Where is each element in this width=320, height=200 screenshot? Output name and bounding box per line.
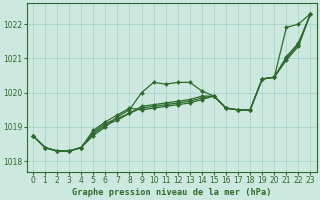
- X-axis label: Graphe pression niveau de la mer (hPa): Graphe pression niveau de la mer (hPa): [72, 188, 271, 197]
